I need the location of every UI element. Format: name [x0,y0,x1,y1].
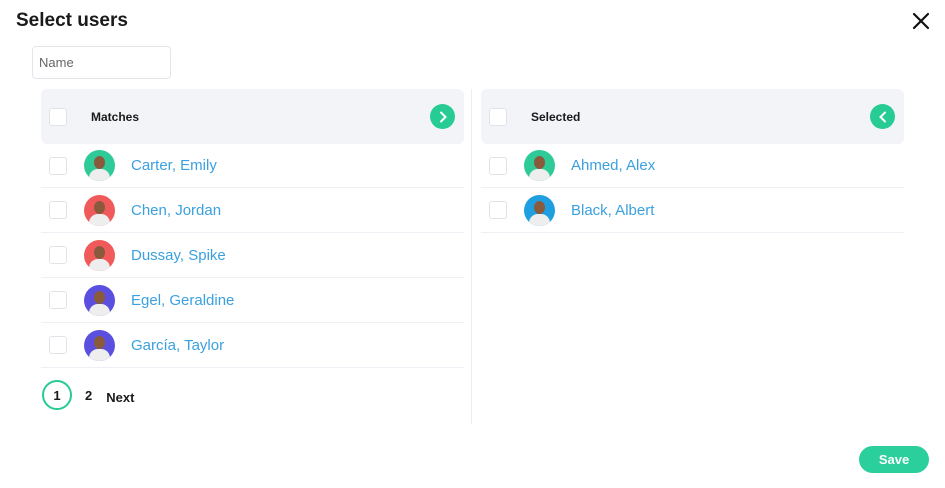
panel-divider [471,89,472,424]
user-checkbox[interactable] [49,201,67,219]
save-button[interactable]: Save [859,446,929,473]
user-name[interactable]: Black, Albert [571,201,655,219]
user-checkbox[interactable] [49,246,67,264]
matches-label: Matches [91,109,140,124]
chevron-left-icon [878,111,886,122]
user-name[interactable]: García, Taylor [131,336,225,354]
page-2-button[interactable]: 2 [85,387,93,403]
next-page-button[interactable]: Next [106,389,135,405]
close-icon[interactable] [910,10,932,32]
selected-header: Selected [481,89,904,144]
user-checkbox[interactable] [49,336,67,354]
select-all-selected-checkbox[interactable] [489,107,507,126]
user-name[interactable]: Egel, Geraldine [131,291,235,309]
user-checkbox[interactable] [49,156,67,175]
user-row[interactable]: García, Taylor [41,323,464,368]
move-to-selected-button[interactable] [430,104,455,129]
matches-header: Matches [41,89,464,144]
name-search-input[interactable] [32,46,171,79]
user-checkbox[interactable] [49,291,67,309]
avatar [524,194,555,226]
user-row[interactable]: Ahmed, Alex [481,144,904,188]
avatar [84,284,115,316]
page-1-button[interactable]: 1 [42,380,72,410]
user-name[interactable]: Carter, Emily [131,157,217,174]
move-to-matches-button[interactable] [870,104,895,129]
user-name[interactable]: Chen, Jordan [131,201,222,219]
user-name[interactable]: Ahmed, Alex [571,157,656,174]
avatar [84,194,115,226]
avatar [84,329,115,361]
dialog-title: Select users [16,10,128,31]
user-row[interactable]: Black, Albert [481,188,904,233]
pagination: 1 2 Next [41,380,464,410]
select-all-matches-checkbox[interactable] [49,107,67,126]
selected-panel: Selected Ahmed, Alex Black, Albert [481,89,904,233]
avatar [84,150,115,181]
user-row[interactable]: Egel, Geraldine [41,278,464,323]
user-row[interactable]: Dussay, Spike [41,233,464,278]
user-row[interactable]: Carter, Emily [41,144,464,188]
matches-panel: Matches Carter, Emily Chen, Jordan Dussa… [41,89,464,410]
selected-label: Selected [531,109,581,124]
user-name[interactable]: Dussay, Spike [131,246,226,264]
user-checkbox[interactable] [489,156,507,175]
avatar [84,239,115,271]
user-checkbox[interactable] [489,201,507,219]
chevron-right-icon [439,111,447,122]
user-row[interactable]: Chen, Jordan [41,188,464,233]
avatar [524,150,555,181]
